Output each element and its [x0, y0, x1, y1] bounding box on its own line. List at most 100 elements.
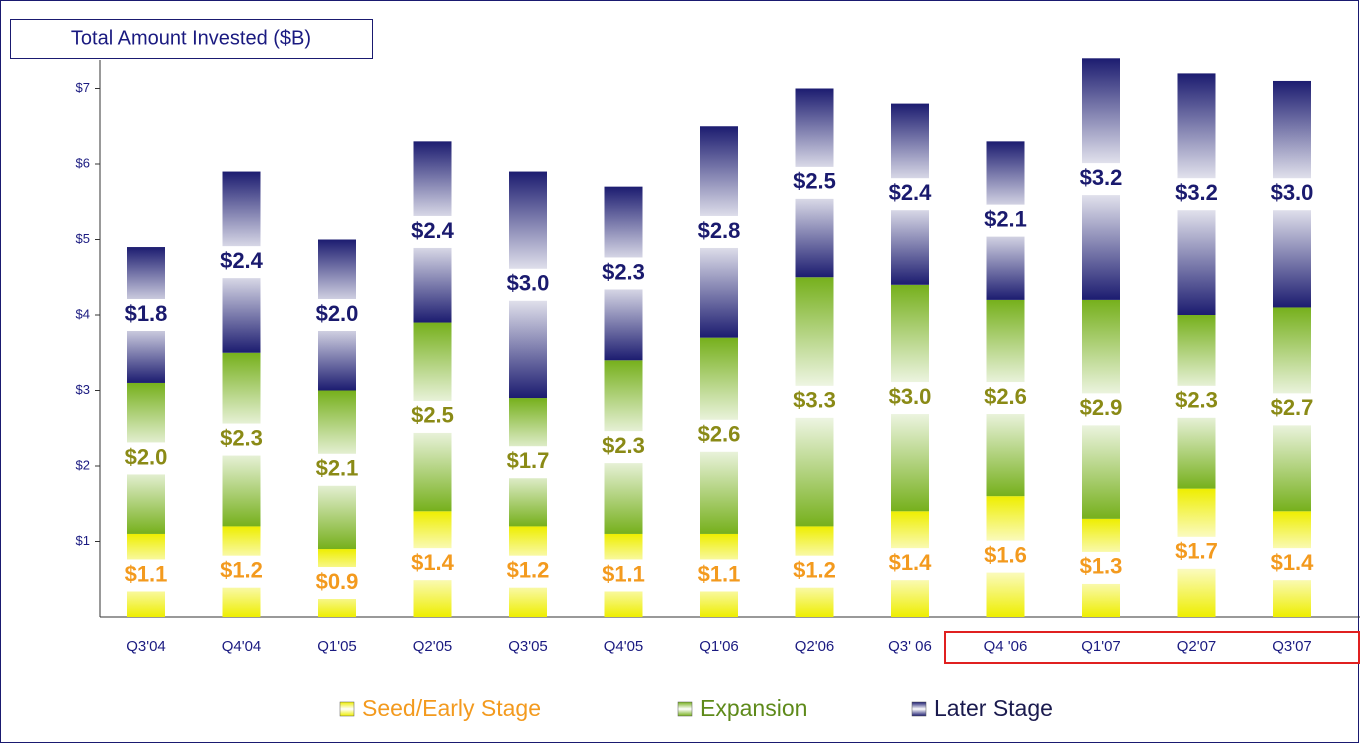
value-label: $2.3 — [602, 259, 645, 284]
y-tick-label: $1 — [76, 533, 90, 548]
y-tick-label: $2 — [76, 457, 90, 472]
legend-label: Seed/Early Stage — [362, 695, 541, 721]
value-label-bg — [394, 548, 471, 581]
value-label: $1.2 — [793, 558, 836, 583]
value-label-bg — [585, 559, 662, 592]
legend-swatch — [911, 701, 927, 717]
value-label-bg — [776, 385, 853, 418]
x-tick-label: Q2'06 — [795, 638, 835, 655]
y-tick-label: $6 — [76, 155, 90, 170]
y-tick-label: $7 — [76, 80, 90, 95]
value-label-bg — [776, 166, 853, 199]
value-label: $1.4 — [889, 550, 933, 575]
value-label-bg — [490, 446, 566, 479]
highlight-box — [944, 631, 1360, 664]
chart-title: Total Amount Invested ($B) — [71, 27, 311, 49]
x-tick-label: Q1'05 — [317, 638, 357, 655]
value-label: $3.2 — [1080, 165, 1123, 190]
value-label: $3.0 — [1271, 180, 1314, 205]
value-label: $2.5 — [411, 403, 454, 428]
value-label: $2.3 — [220, 425, 263, 450]
y-tick-label: $4 — [76, 306, 90, 321]
value-label-bg — [681, 559, 757, 592]
value-label: $2.4 — [220, 248, 264, 273]
value-label-bg — [299, 453, 375, 486]
value-label-bg — [967, 382, 1044, 415]
x-tick-label: Q1'07 — [1081, 638, 1121, 655]
value-label: $2.5 — [793, 169, 836, 194]
value-label: $0.9 — [316, 569, 359, 594]
value-label: $3.3 — [793, 388, 836, 413]
x-tick-label: Q4 '06 — [984, 638, 1028, 655]
value-label-bg — [872, 548, 948, 581]
y-tick-label: $5 — [76, 231, 90, 246]
value-label-bg — [1063, 393, 1139, 426]
value-label: $2.1 — [316, 456, 359, 481]
value-label: $1.8 — [125, 301, 168, 326]
value-label-bg — [108, 559, 184, 592]
x-tick-label: Q3'05 — [508, 638, 548, 655]
value-label-bg — [203, 555, 280, 588]
value-label: $3.2 — [1175, 180, 1218, 205]
value-label-bg — [681, 419, 757, 452]
value-label: $2.0 — [316, 301, 359, 326]
legend-label: Expansion — [700, 695, 807, 721]
value-label-bg — [394, 215, 471, 248]
title-box — [10, 19, 373, 59]
value-label-bg — [490, 268, 566, 301]
value-label-bg — [203, 246, 280, 279]
value-label-bg — [1254, 548, 1330, 581]
value-label-bg — [967, 204, 1044, 237]
y-tick-label: $3 — [76, 382, 90, 397]
x-tick-label: Q4'04 — [222, 638, 262, 655]
value-label-bg — [490, 555, 566, 588]
value-label-bg — [1158, 178, 1235, 211]
x-tick-label: Q3'07 — [1272, 638, 1312, 655]
value-label: $1.7 — [1175, 539, 1218, 564]
value-label-bg — [108, 442, 184, 475]
value-label: $1.1 — [698, 561, 741, 586]
value-label-bg — [1063, 551, 1139, 584]
value-label: $2.8 — [698, 218, 741, 243]
value-label: $1.1 — [125, 561, 168, 586]
value-label: $1.4 — [1271, 550, 1315, 575]
value-label-bg — [681, 215, 757, 248]
value-label: $1.2 — [220, 558, 263, 583]
value-label-bg — [585, 431, 662, 464]
value-label: $1.6 — [984, 542, 1027, 567]
value-label-bg — [967, 540, 1044, 573]
value-label: $1.2 — [507, 558, 550, 583]
value-label: $2.3 — [1175, 388, 1218, 413]
value-label-bg — [585, 257, 662, 290]
value-label: $2.1 — [984, 206, 1027, 231]
value-label: $2.3 — [602, 433, 645, 458]
legend-label: Later Stage — [934, 695, 1053, 721]
legend-swatch — [677, 701, 693, 717]
value-label-bg — [1254, 393, 1330, 426]
x-tick-label: Q3'04 — [126, 638, 166, 655]
value-label: $1.7 — [507, 448, 550, 473]
x-tick-label: Q3' 06 — [888, 638, 932, 655]
value-label-bg — [1063, 163, 1139, 196]
value-label: $3.0 — [507, 271, 550, 296]
value-label-bg — [1158, 536, 1235, 569]
x-tick-label: Q2'05 — [413, 638, 453, 655]
value-label-bg — [776, 555, 853, 588]
value-label-bg — [299, 299, 375, 331]
value-label-bg — [203, 423, 280, 456]
value-label-bg — [299, 567, 375, 600]
value-label-bg — [108, 299, 184, 331]
value-label: $2.0 — [125, 444, 168, 469]
value-label: $2.4 — [889, 180, 933, 205]
value-label: $2.6 — [698, 422, 741, 447]
value-label: $2.4 — [411, 218, 455, 243]
value-label-bg — [872, 382, 948, 415]
value-label: $1.1 — [602, 561, 645, 586]
value-label: $3.0 — [889, 384, 932, 409]
value-label: $2.9 — [1080, 395, 1123, 420]
value-label-bg — [394, 400, 471, 433]
value-label: $2.6 — [984, 384, 1027, 409]
x-tick-label: Q2'07 — [1177, 638, 1217, 655]
